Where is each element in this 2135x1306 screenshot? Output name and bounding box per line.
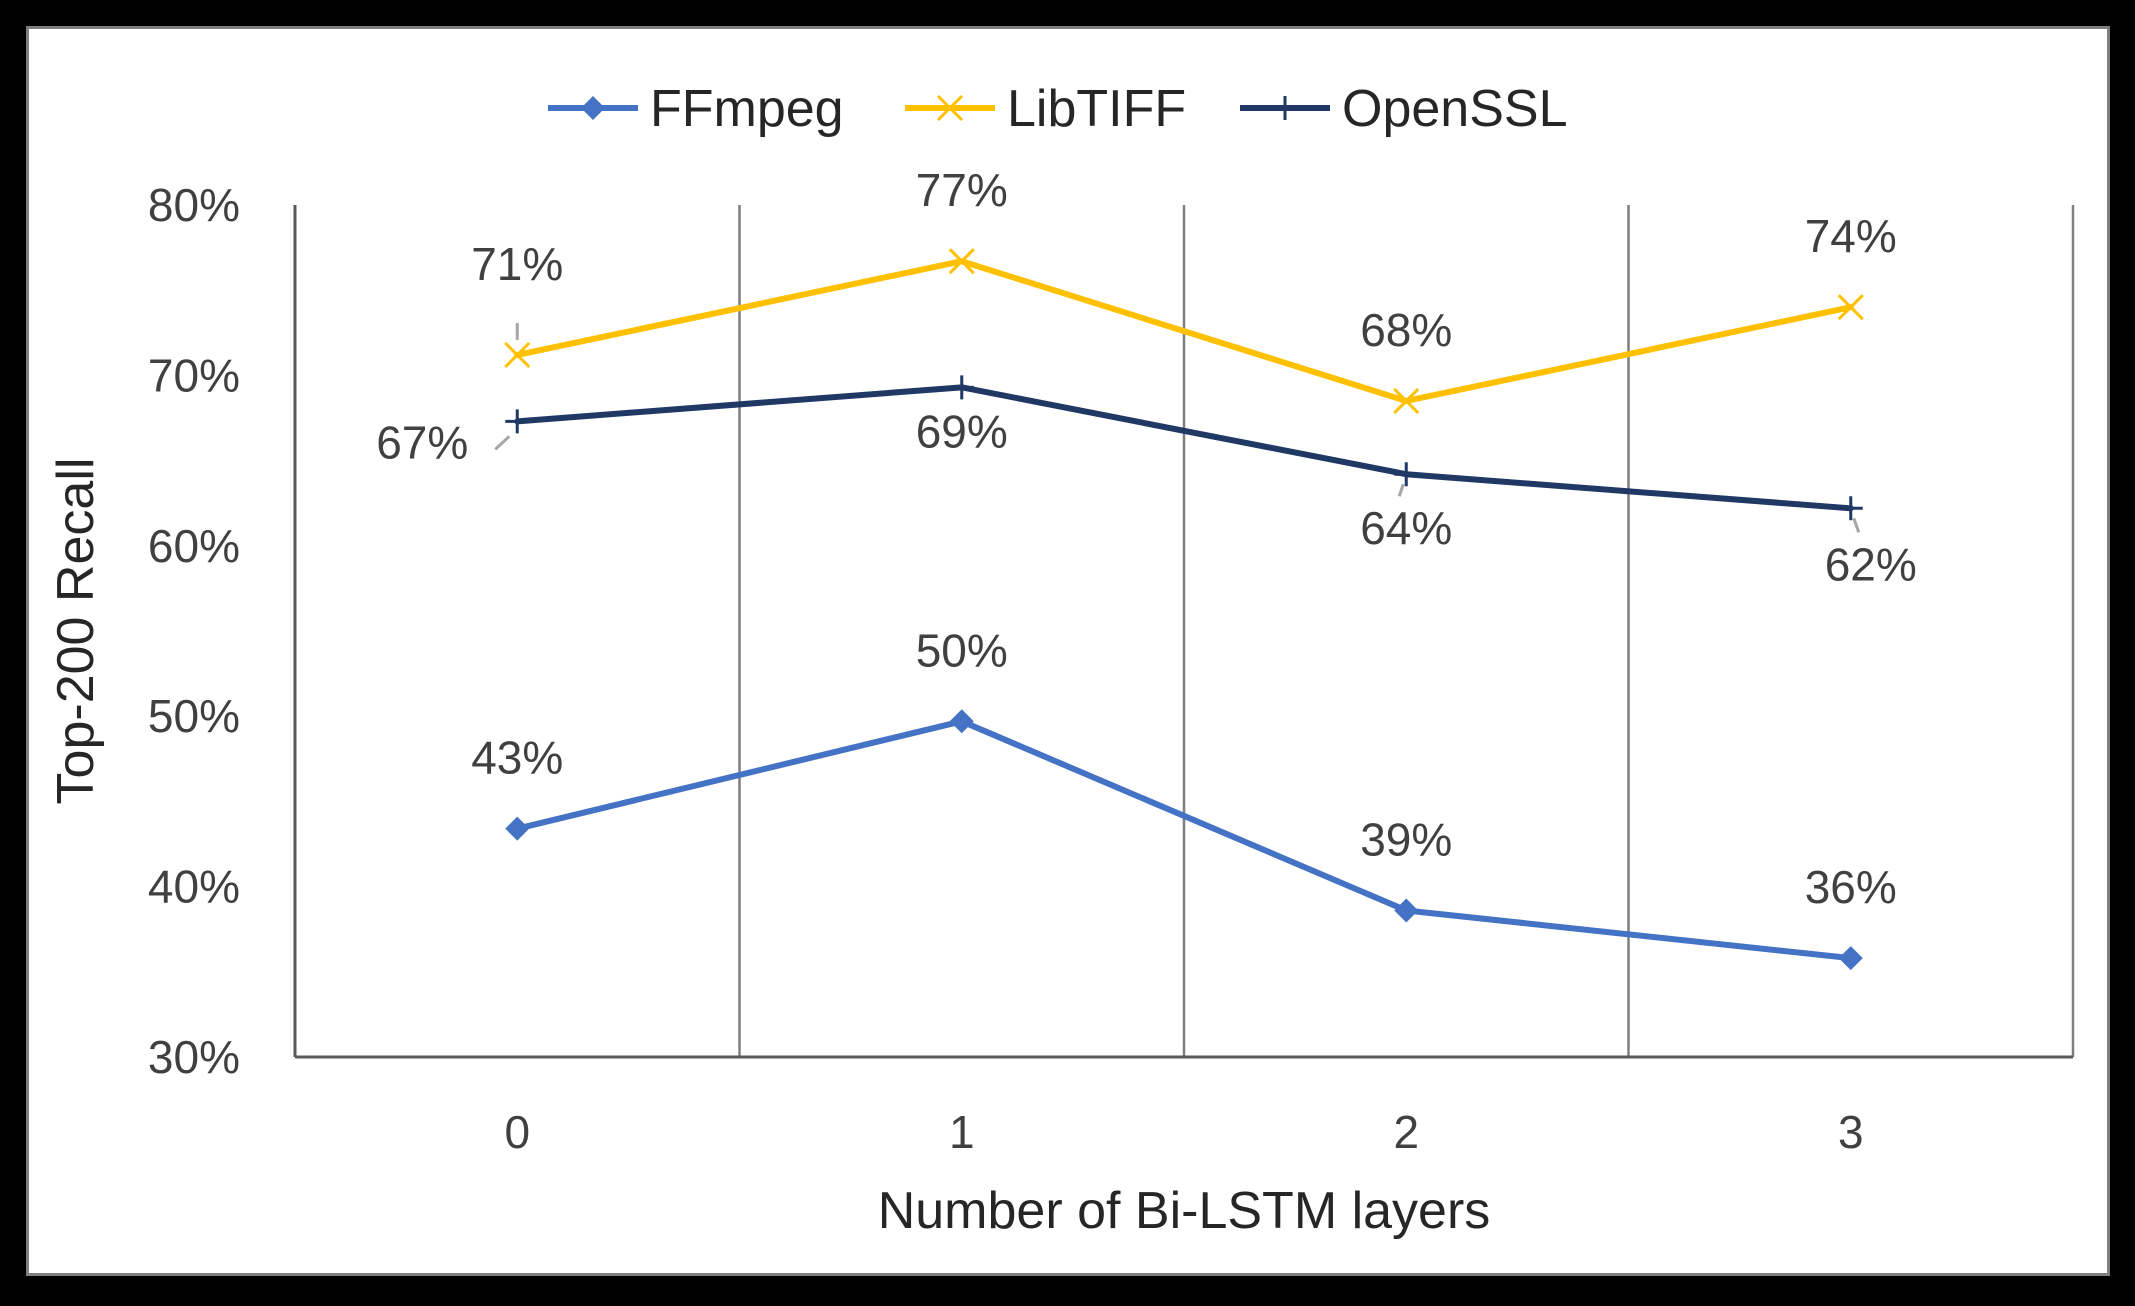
y-tick-label: 70% (148, 349, 240, 401)
data-point-ffmpeg (949, 709, 974, 734)
y-tick-label: 40% (148, 861, 240, 913)
y-axis-title: Top-200 Recall (47, 458, 105, 805)
x-tick-labels: 0 1 2 3 (504, 1106, 1863, 1158)
data-point-libtiff (1837, 294, 1864, 321)
leader-line (494, 435, 511, 451)
data-label-openssl: 69% (916, 405, 1008, 457)
legend-label-ffmpeg: FFmpeg (650, 80, 844, 138)
legend: FFmpeg LibTIFF OpenSSL (548, 80, 1568, 138)
data-point-libtiff (948, 248, 975, 275)
legend-marker-libtiff (936, 94, 964, 122)
data-point-openssl (1394, 462, 1419, 487)
data-point-ffmpeg (1394, 898, 1419, 923)
data-label-ffmpeg: 43% (471, 732, 563, 784)
gridlines (738, 205, 2075, 1057)
y-tick-label: 30% (148, 1031, 240, 1083)
series-lines (514, 258, 1854, 962)
data-label-openssl: 67% (376, 416, 468, 468)
data-point-libtiff (504, 341, 531, 369)
series-line-openssl (514, 384, 1854, 512)
data-point-ffmpeg (505, 816, 530, 841)
data-label-ffmpeg: 39% (1360, 813, 1452, 865)
x-tick-label: 2 (1393, 1106, 1419, 1158)
data-point-libtiff (1393, 387, 1420, 415)
data-label-libtiff: 74% (1805, 210, 1897, 262)
axes (293, 205, 2073, 1059)
leader-line (1852, 517, 1861, 533)
data-label-openssl: 62% (1825, 538, 1917, 590)
data-point-openssl (949, 375, 974, 400)
data-labels: 43% 50% 39% 36% 71% 77% 68% 74% 67% 69% 64% 62% (376, 164, 1917, 913)
data-label-libtiff: 68% (1360, 304, 1452, 356)
x-axis-title: Number of Bi-LSTM layers (878, 1182, 1491, 1240)
data-point-openssl (505, 409, 530, 434)
data-label-ffmpeg: 36% (1805, 861, 1897, 913)
y-tick-label: 80% (148, 179, 240, 231)
data-label-openssl: 64% (1360, 502, 1452, 554)
x-tick-label: 1 (949, 1106, 975, 1158)
data-point-openssl (1838, 496, 1863, 521)
y-tick-label: 60% (148, 520, 240, 572)
chart-frame (26, 26, 2110, 1276)
legend-label-openssl: OpenSSL (1342, 80, 1568, 138)
x-tick-label: 0 (504, 1106, 530, 1158)
data-label-libtiff: 77% (916, 164, 1008, 216)
legend-marker-openssl (1273, 96, 1297, 120)
series-line-libtiff (514, 258, 1854, 404)
label-leader-lines (494, 322, 1861, 533)
leader-line (1397, 483, 1405, 497)
y-tick-labels: 30% 40% 50% 60% 70% 80% (148, 179, 240, 1083)
data-label-libtiff: 71% (471, 238, 563, 290)
data-point-ffmpeg (1838, 946, 1863, 971)
data-label-ffmpeg: 50% (916, 624, 1008, 676)
legend-marker-ffmpeg (581, 96, 605, 120)
series-line-ffmpeg (514, 718, 1854, 962)
legend-label-libtiff: LibTIFF (1007, 80, 1186, 138)
series-markers (504, 248, 1864, 971)
x-tick-label: 3 (1838, 1106, 1864, 1158)
y-tick-label: 50% (148, 690, 240, 742)
